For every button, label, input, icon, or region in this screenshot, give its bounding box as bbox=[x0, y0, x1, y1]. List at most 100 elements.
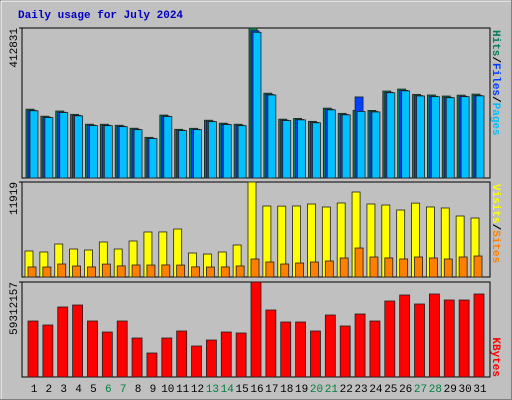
bar bbox=[414, 256, 423, 278]
bar bbox=[57, 306, 69, 378]
x-tick-label: 7 bbox=[120, 384, 127, 396]
bar bbox=[42, 324, 54, 378]
x-tick-label: 24 bbox=[369, 384, 383, 396]
bar bbox=[57, 263, 67, 278]
bar bbox=[312, 122, 321, 179]
bar bbox=[458, 256, 468, 278]
chart-title: Daily usage for July 2024 bbox=[18, 10, 183, 22]
bar bbox=[72, 265, 81, 278]
legend-entry: Pages bbox=[489, 103, 501, 136]
bar bbox=[371, 111, 381, 179]
legend-entry: Hits bbox=[489, 30, 501, 56]
bar bbox=[324, 260, 334, 278]
bar bbox=[460, 96, 470, 179]
bar bbox=[310, 330, 321, 378]
bar bbox=[339, 325, 351, 378]
legend-separator: / bbox=[489, 96, 501, 103]
bar bbox=[237, 125, 247, 179]
bar bbox=[118, 126, 128, 179]
bar bbox=[280, 321, 292, 378]
bar bbox=[280, 263, 290, 278]
bar bbox=[369, 256, 379, 278]
bar bbox=[401, 90, 411, 179]
bar bbox=[428, 257, 438, 278]
bar bbox=[220, 266, 230, 278]
x-tick-label: 10 bbox=[161, 384, 174, 396]
bar bbox=[386, 92, 396, 179]
bar bbox=[44, 117, 54, 179]
x-tick-label: 3 bbox=[60, 384, 67, 396]
x-tick-label: 8 bbox=[135, 384, 142, 396]
bar bbox=[146, 352, 158, 378]
bar bbox=[354, 247, 364, 278]
bar bbox=[74, 115, 83, 179]
bar bbox=[384, 300, 396, 378]
x-tick-label: 17 bbox=[265, 384, 278, 396]
bar bbox=[473, 293, 485, 378]
bar bbox=[356, 111, 366, 179]
bar bbox=[101, 331, 113, 378]
y-tick-label: 11919 bbox=[9, 182, 21, 215]
bar bbox=[27, 266, 37, 278]
bar bbox=[267, 94, 277, 179]
y-tick-label: 412831 bbox=[9, 28, 21, 68]
x-tick-label: 30 bbox=[459, 384, 472, 396]
bar bbox=[354, 313, 366, 378]
x-tick-label: 31 bbox=[473, 384, 487, 396]
bar bbox=[163, 116, 173, 179]
bar bbox=[297, 119, 307, 179]
bar bbox=[295, 262, 305, 278]
bar bbox=[27, 320, 39, 378]
x-tick-label: 9 bbox=[150, 384, 157, 396]
bar bbox=[87, 266, 96, 278]
bar bbox=[87, 320, 98, 378]
bar bbox=[443, 258, 453, 278]
bar bbox=[282, 120, 292, 179]
x-tick-label: 2 bbox=[46, 384, 53, 396]
bar bbox=[146, 264, 156, 278]
x-tick-label: 19 bbox=[295, 384, 308, 396]
bar bbox=[250, 258, 260, 278]
y-tick-label: 59312157 bbox=[9, 282, 21, 335]
legend-separator: / bbox=[489, 224, 501, 231]
bar bbox=[445, 97, 455, 179]
bar bbox=[235, 332, 247, 378]
bar bbox=[101, 263, 111, 278]
bar bbox=[131, 264, 141, 278]
bar bbox=[399, 294, 411, 378]
bar bbox=[116, 320, 128, 378]
legend-entry: Files bbox=[489, 63, 501, 96]
legend-entry: Visits bbox=[489, 184, 501, 224]
bar bbox=[191, 345, 202, 378]
x-tick-label: 11 bbox=[176, 384, 190, 396]
bar bbox=[42, 266, 52, 278]
bar bbox=[178, 130, 188, 179]
x-tick-label: 23 bbox=[354, 384, 367, 396]
bar bbox=[235, 265, 245, 278]
bar bbox=[148, 138, 158, 179]
bar bbox=[176, 264, 186, 278]
legend: Hits/Files/Pages bbox=[489, 30, 501, 136]
bar bbox=[207, 121, 217, 179]
bar bbox=[414, 303, 425, 378]
bar bbox=[29, 110, 39, 179]
bar bbox=[252, 31, 262, 179]
bar bbox=[161, 337, 173, 378]
bar bbox=[103, 125, 113, 179]
bar bbox=[326, 109, 336, 179]
x-tick-label: 12 bbox=[191, 384, 204, 396]
bar bbox=[131, 337, 143, 378]
bar bbox=[416, 95, 425, 179]
bar bbox=[265, 309, 277, 378]
bar bbox=[205, 266, 215, 278]
bar bbox=[116, 265, 126, 278]
x-tick-label: 21 bbox=[325, 384, 339, 396]
bar bbox=[369, 320, 381, 378]
x-tick-label: 4 bbox=[75, 384, 82, 396]
bar bbox=[72, 304, 83, 378]
legend: KBytes bbox=[489, 337, 501, 377]
bar bbox=[428, 293, 440, 378]
x-tick-label: 28 bbox=[429, 384, 442, 396]
bar bbox=[133, 129, 143, 179]
